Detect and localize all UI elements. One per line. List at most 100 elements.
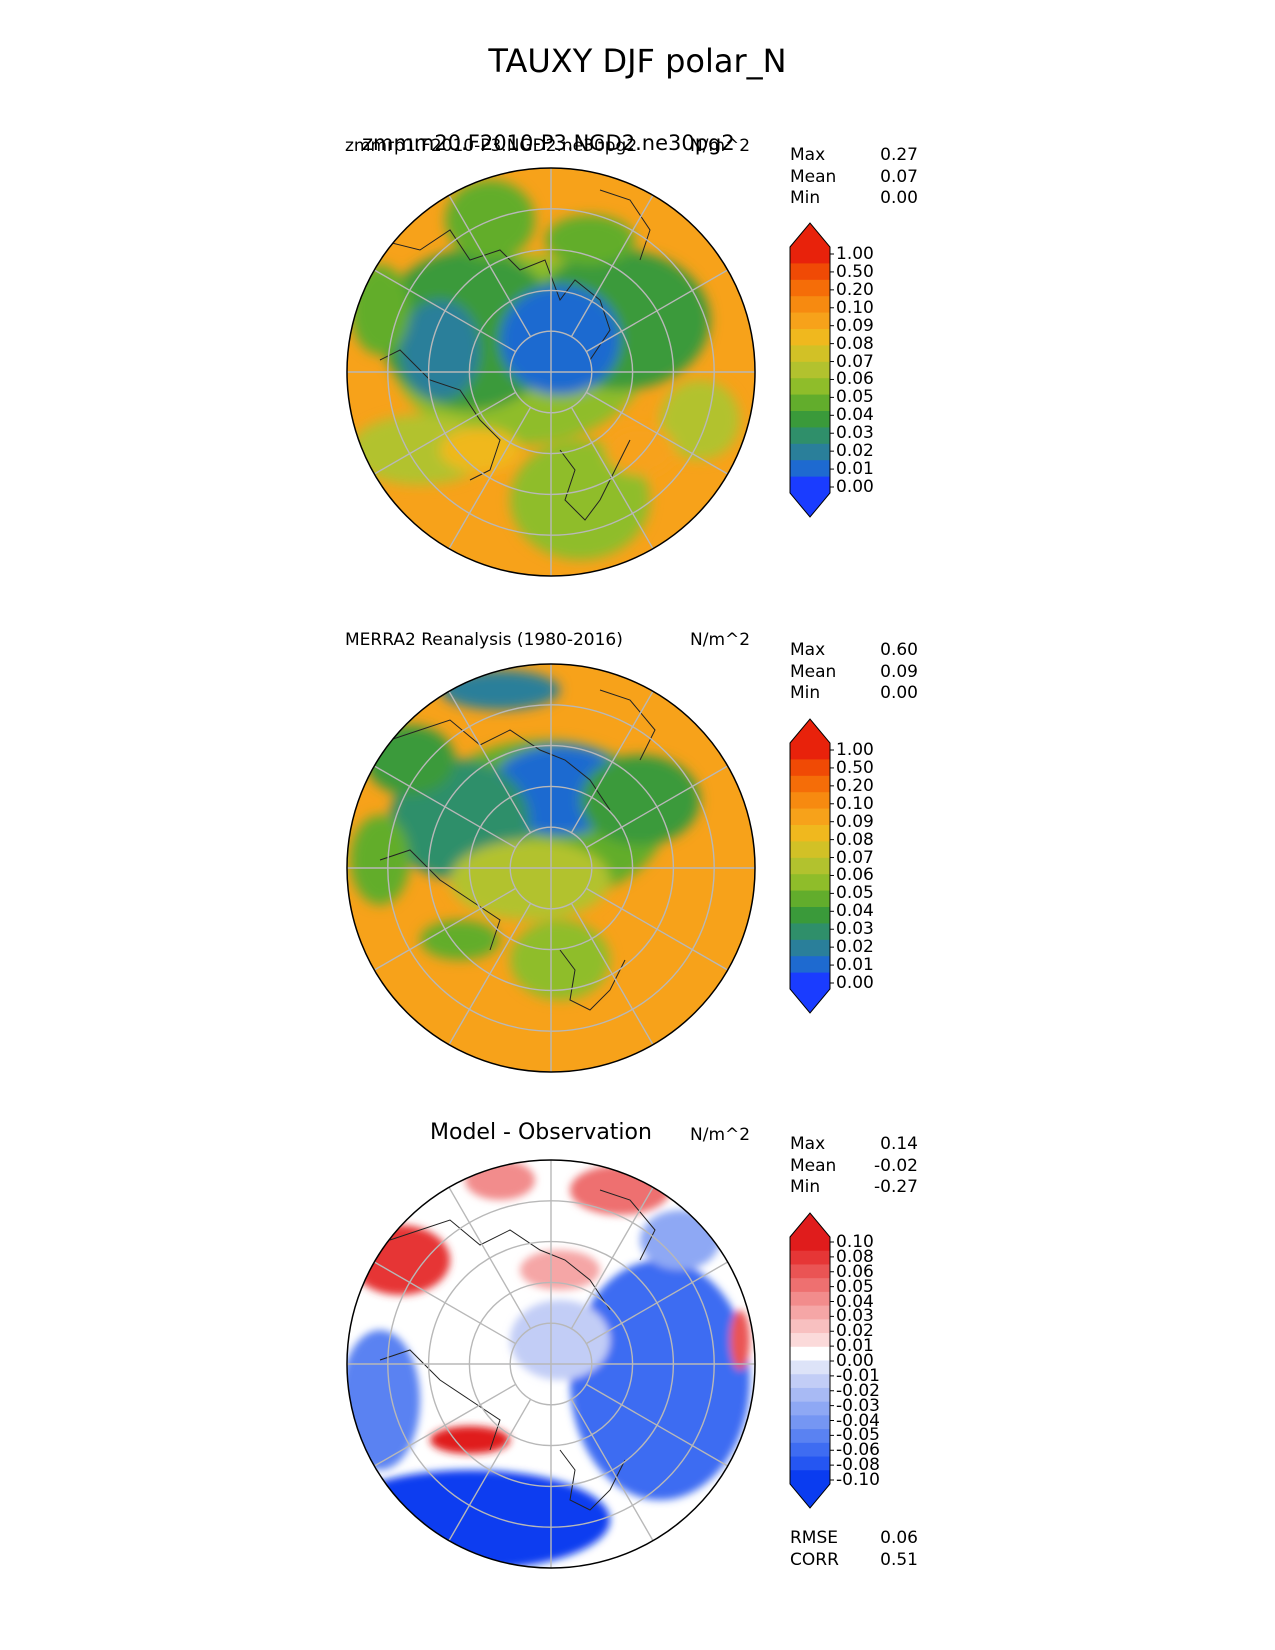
diff-metrics: RMSE 0.06 CORR 0.51 <box>790 1528 918 1572</box>
colorbar-tick-label: 0.04 <box>836 1291 874 1312</box>
colorbar-tick-label: 0.01 <box>836 459 874 480</box>
colorbar-segment <box>790 1291 830 1307</box>
colorbar-segment <box>790 1401 830 1416</box>
colorbar-extend-max <box>790 719 830 743</box>
metric-value: 0.51 <box>880 1549 918 1570</box>
colorbar-tick-label: 0.06 <box>836 1261 874 1282</box>
model-colorbar <box>789 222 834 518</box>
stat-value: 0.60 <box>880 640 918 660</box>
stat-label: Max <box>790 640 826 660</box>
colorbar-extend-max <box>790 1213 830 1237</box>
colorbar-segment <box>790 361 830 379</box>
colorbar-segment <box>790 743 830 760</box>
meridian-line <box>448 1186 532 1330</box>
diff-title: Model - Observation <box>430 1120 652 1145</box>
colorbar-segment <box>790 443 830 461</box>
colorbar-tick-label: 0.04 <box>836 901 874 922</box>
stat-value: 0.14 <box>880 1134 918 1154</box>
colorbar-segment <box>790 1415 830 1430</box>
colorbar-tick-label: 0.09 <box>836 315 874 336</box>
map-boundary <box>346 1159 756 1569</box>
diff-map <box>347 1160 755 1568</box>
meridian-line <box>585 765 729 849</box>
colorbar-tick-label: 0.50 <box>836 757 874 778</box>
stat-label: Mean <box>790 166 837 187</box>
colorbar-segment <box>790 1360 830 1375</box>
model-stats: Max 0.27 Mean 0.07 Min 0.00 <box>790 145 918 211</box>
meridian-line <box>570 690 654 834</box>
colorbar-tick-label: 0.10 <box>836 1232 874 1252</box>
colorbar-segment <box>790 874 830 892</box>
obs-units: N/m^2 <box>690 630 751 650</box>
model-title-overlap: zmmrp1.F2010-P3.NGD2.ne30pg2 <box>345 136 638 156</box>
stat-label: Max <box>790 145 826 165</box>
obs-gridlines <box>346 663 756 1073</box>
colorbar-segment <box>790 460 830 478</box>
colorbar-outline <box>789 718 831 1014</box>
meridian-line <box>448 406 532 550</box>
meridian-line <box>585 1261 729 1345</box>
stat-label: Min <box>790 1177 821 1197</box>
colorbar-segment <box>790 1470 830 1485</box>
stat-value: -0.27 <box>874 1177 918 1197</box>
colorbar-segment <box>790 841 830 859</box>
stat-label: Max <box>790 1134 826 1154</box>
colorbar-segment <box>790 923 830 941</box>
meridian-line <box>373 269 517 353</box>
meridian-line <box>570 406 654 550</box>
model-gridlines <box>346 167 756 577</box>
diff-stats: Max 0.14 Mean -0.02 Min -0.27 <box>790 1134 918 1200</box>
colorbar-segment <box>790 907 830 924</box>
colorbar-segment <box>790 775 830 793</box>
colorbar-tick-label: 0.00 <box>836 1351 874 1371</box>
colorbar-tick-label: -0.02 <box>836 1380 880 1401</box>
colorbar-tick-label: 0.08 <box>836 1246 874 1267</box>
colorbar-tick-label: 0.09 <box>836 811 874 832</box>
colorbar-segment <box>790 1319 830 1334</box>
colorbar-tick-label: -0.06 <box>836 1440 880 1461</box>
diff-gridlines <box>346 1159 756 1569</box>
meridian-line <box>448 690 532 834</box>
diff-units: N/m^2 <box>690 1125 751 1145</box>
meridian-line <box>585 391 729 475</box>
colorbar-segment <box>790 1278 830 1293</box>
colorbar-segment <box>790 956 830 974</box>
colorbar-segment <box>790 1264 830 1279</box>
colorbar-tick-label: 0.05 <box>836 387 874 408</box>
colorbar-segment <box>790 279 830 297</box>
colorbar-tick-label: 0.03 <box>836 919 874 940</box>
obs-colorbar <box>789 718 834 1014</box>
colorbar-segment <box>790 378 830 396</box>
stat-value: 0.27 <box>880 145 918 165</box>
colorbar-segment <box>790 427 830 445</box>
meridian-line <box>570 1186 654 1330</box>
colorbar-extend-max <box>790 223 830 247</box>
colorbar-segment <box>790 1305 830 1320</box>
meridian-line <box>570 1398 654 1542</box>
meridian-line <box>373 391 517 475</box>
colorbar-tick-label: 0.50 <box>836 261 874 282</box>
colorbar-extend-min <box>790 493 830 517</box>
colorbar-extend-min <box>790 989 830 1013</box>
colorbar-segment <box>790 759 830 777</box>
stat-label: Mean <box>790 661 837 682</box>
meridian-line <box>373 887 517 971</box>
colorbar-segment <box>790 1429 830 1444</box>
colorbar-tick-label: 0.02 <box>836 937 874 958</box>
map-boundary <box>346 167 756 577</box>
stat-label: Mean <box>790 1155 837 1176</box>
colorbar-tick-label: 0.06 <box>836 865 874 886</box>
colorbar-segment <box>790 1237 830 1252</box>
colorbar-segment <box>790 1387 830 1403</box>
stat-value: 0.07 <box>880 166 918 187</box>
colorbar-tick-label: 0.03 <box>836 1306 874 1327</box>
model-units: N/m^2 <box>690 136 751 156</box>
colorbar-segment <box>790 411 830 428</box>
colorbar-tick-label: -0.03 <box>836 1395 880 1416</box>
model-title: zmmm20.F2010-P3.NGD2.ne30pg2 <box>362 131 735 155</box>
meridian-line <box>585 887 729 971</box>
stat-label: Min <box>790 683 821 703</box>
colorbar-segment <box>790 296 830 314</box>
colorbar-tick-label: 1.00 <box>836 740 874 760</box>
